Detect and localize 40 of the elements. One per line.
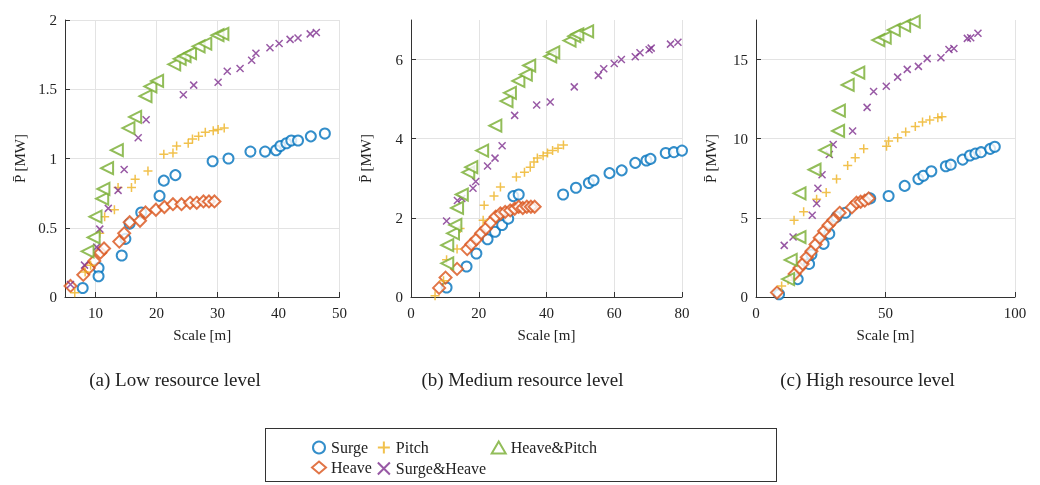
y-tick-label: 0: [49, 289, 57, 305]
y-tick-label: 0: [395, 289, 403, 305]
x-tick-label: 0: [752, 304, 760, 321]
y-tick-label: 4: [395, 130, 404, 147]
y-tick-label: 1: [49, 150, 57, 167]
text: (a) Low resource level: [89, 369, 261, 391]
legend-label: Heave: [331, 459, 372, 476]
x-tick-label: 20: [471, 304, 487, 321]
text: (c) High resource level: [780, 369, 955, 391]
y-tick-label: 0.5: [38, 219, 57, 236]
legend-label: Heave&Pitch: [510, 439, 597, 456]
y-axis-title: P̄ [MW]: [702, 133, 719, 184]
text: (b) Medium resource level: [421, 369, 624, 391]
x-axis-title: Scale [m]: [856, 326, 915, 343]
x-tick-label: 50: [878, 304, 893, 321]
x-tick-label: 50: [332, 304, 347, 321]
x-tick-label: 100: [1003, 304, 1027, 321]
x-axis-title: Scale [m]: [517, 326, 576, 343]
y-tick-label: 5: [740, 209, 748, 226]
x-tick-label: 20: [149, 304, 164, 321]
y-tick-label: 0: [740, 289, 748, 305]
x-tick-label: 80: [674, 304, 690, 321]
x-tick-label: 0: [407, 304, 415, 321]
x-tick-label: 60: [606, 304, 622, 321]
y-tick-label: 15: [733, 51, 748, 68]
y-tick-label: 10: [733, 130, 748, 147]
y-axis-title: P̄ [MW]: [11, 133, 28, 184]
y-tick-label: 6: [395, 51, 404, 68]
x-tick-label: 30: [210, 304, 225, 321]
legend-label: Pitch: [395, 439, 429, 456]
y-tick-label: 2: [49, 12, 57, 28]
legend-label: Surge: [331, 439, 369, 457]
y-tick-label: 1.5: [38, 81, 57, 98]
y-axis-title: P̄ [MW]: [357, 133, 374, 184]
x-axis-title: Scale [m]: [173, 326, 232, 343]
x-tick-label: 40: [271, 304, 286, 321]
legend-label: Surge&Heave: [395, 460, 487, 478]
x-tick-label: 10: [88, 304, 103, 321]
x-tick-label: 40: [539, 304, 554, 321]
y-tick-label: 2: [395, 209, 403, 226]
